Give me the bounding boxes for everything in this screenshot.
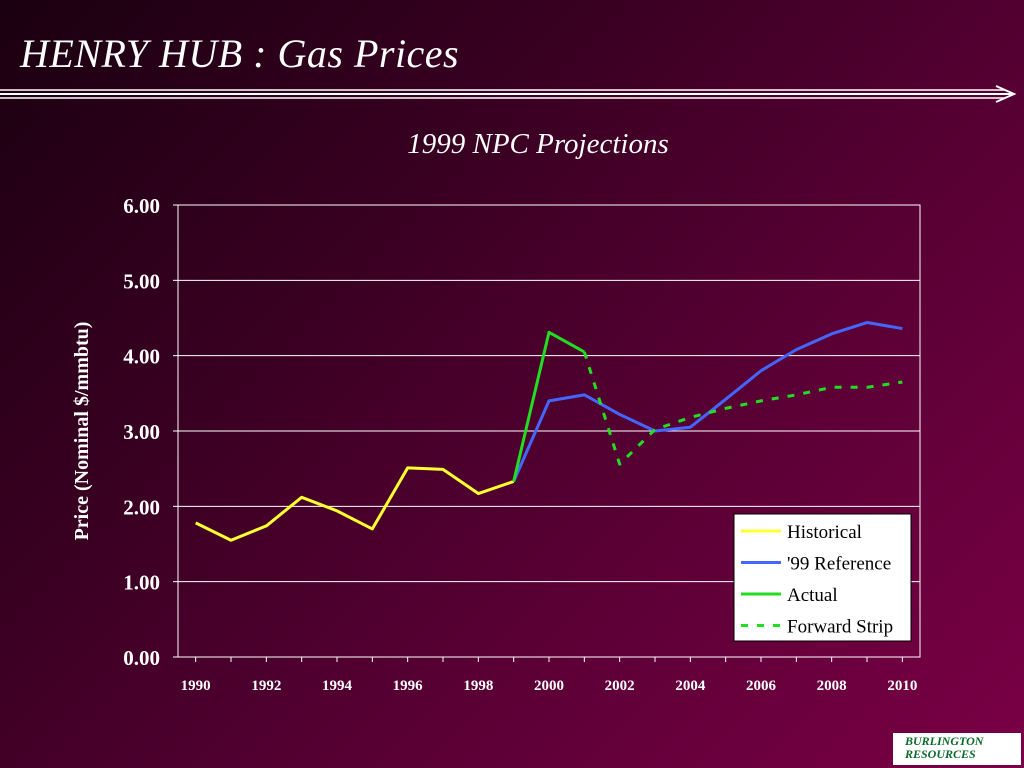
x-tick-label: 2002 [605,678,635,694]
legend-label: '99 Reference [787,554,891,575]
series-line-forward-strip [582,351,903,466]
legend-label: Historical [787,522,862,543]
y-tick-label: 4.00 [123,345,160,369]
chart-title: 1999 NPC Projections [407,128,669,160]
legend-label: Actual [787,585,838,606]
x-tick-label: 2008 [817,678,847,694]
series-line-historical [195,466,515,542]
legend [733,513,912,642]
y-tick-label: 1.00 [123,571,160,595]
y-tick-label: 0.00 [123,646,160,670]
x-tick-label: 2004 [675,678,706,694]
x-tick-label: 1992 [251,678,281,694]
burlington-resources-logo: BURLINGTON RESOURCES [893,733,1021,765]
x-tick-label: 1998 [463,678,493,694]
x-tick-label: 1994 [322,678,353,694]
y-tick-label: 5.00 [123,269,160,293]
title-arrow-divider [0,85,1017,103]
series-line-99-reference [512,321,903,483]
series-line-actual [512,330,586,482]
y-tick-label: 2.00 [123,495,160,519]
x-tick-label: 2006 [746,678,777,694]
x-tick-label: 2010 [887,678,917,694]
x-tick-label: 1990 [181,678,211,694]
logo-line-2: RESOURCES [905,747,976,761]
x-tick-label: 1996 [393,678,424,694]
logo-line-1: BURLINGTON [905,734,984,748]
slide-title: HENRY HUB : Gas Prices [20,31,460,76]
legend-label: Forward Strip [787,617,893,638]
y-tick-label: 3.00 [123,420,160,444]
x-tick-label: 2000 [534,678,564,694]
y-axis-title: Price (Nominal $/mmbtu) [71,322,93,541]
y-tick-label: 6.00 [123,194,160,218]
